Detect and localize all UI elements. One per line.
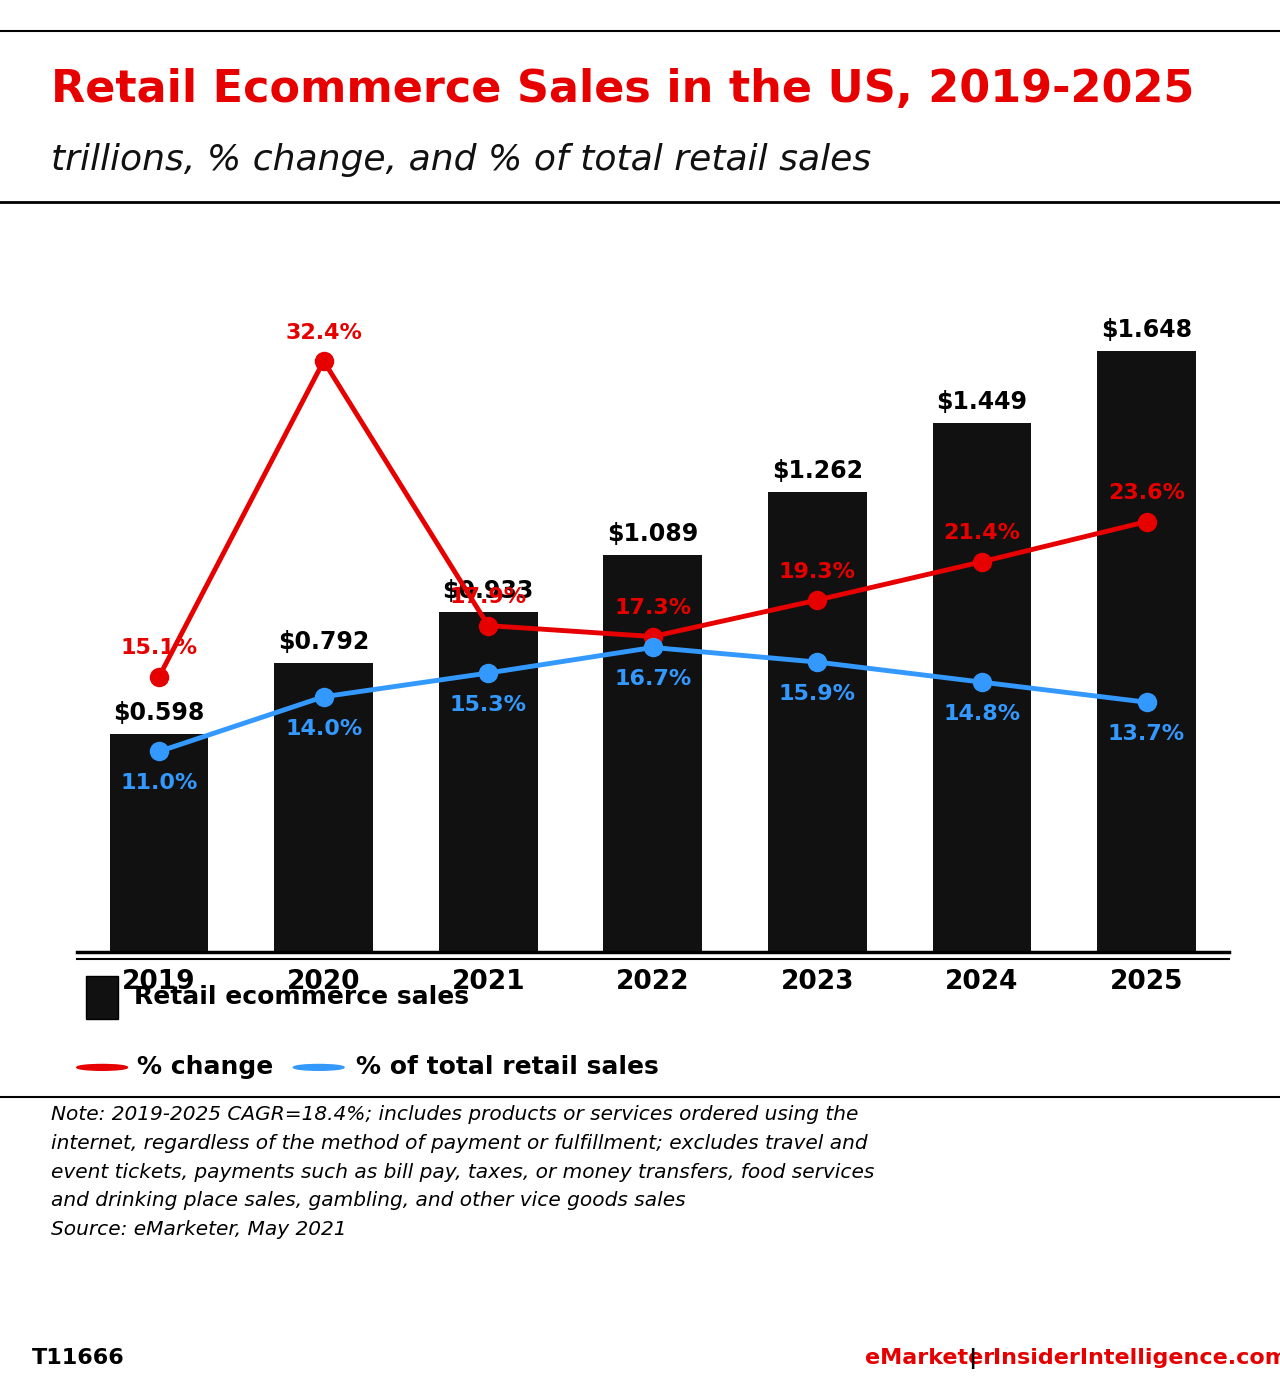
Bar	[1097, 350, 1196, 952]
Text: InsiderIntelligence.com: InsiderIntelligence.com	[993, 1348, 1280, 1368]
Circle shape	[293, 1065, 344, 1070]
Text: 19.3%: 19.3%	[778, 562, 856, 582]
Text: 13.7%: 13.7%	[1108, 724, 1185, 744]
Bar	[110, 734, 209, 952]
FancyBboxPatch shape	[86, 976, 118, 1019]
Text: $1.262: $1.262	[772, 459, 863, 482]
Text: $1.449: $1.449	[937, 391, 1028, 414]
Text: Note: 2019-2025 CAGR=18.4%; includes products or services ordered using the
inte: Note: 2019-2025 CAGR=18.4%; includes pro…	[51, 1105, 874, 1238]
Text: $0.792: $0.792	[278, 630, 370, 655]
Text: Retail ecommerce sales: Retail ecommerce sales	[134, 986, 470, 1009]
Text: $0.933: $0.933	[443, 578, 534, 603]
Text: |: |	[969, 1347, 977, 1369]
Text: 15.3%: 15.3%	[449, 695, 527, 714]
Text: 17.3%: 17.3%	[614, 598, 691, 619]
Text: $1.648: $1.648	[1101, 318, 1192, 342]
Bar	[274, 663, 372, 952]
Text: $0.598: $0.598	[114, 701, 205, 724]
Text: 15.9%: 15.9%	[778, 684, 856, 703]
Bar	[768, 492, 867, 952]
Text: 32.4%: 32.4%	[285, 322, 362, 343]
Text: % of total retail sales: % of total retail sales	[356, 1055, 658, 1080]
Text: $1.089: $1.089	[607, 521, 699, 546]
Text: % change: % change	[137, 1055, 273, 1080]
Bar	[439, 612, 538, 952]
Text: T11666: T11666	[32, 1348, 124, 1368]
Text: 21.4%: 21.4%	[943, 524, 1020, 543]
Text: 11.0%: 11.0%	[120, 773, 198, 794]
Text: 15.1%: 15.1%	[120, 638, 197, 659]
Text: Retail Ecommerce Sales in the US, 2019-2025: Retail Ecommerce Sales in the US, 2019-2…	[51, 68, 1194, 111]
Text: eMarketer: eMarketer	[865, 1348, 995, 1368]
Text: 14.8%: 14.8%	[943, 703, 1020, 724]
Bar	[933, 424, 1032, 952]
Text: 16.7%: 16.7%	[614, 670, 691, 689]
Circle shape	[77, 1065, 128, 1070]
Bar	[603, 555, 703, 952]
Text: 14.0%: 14.0%	[285, 719, 362, 738]
Text: 17.9%: 17.9%	[449, 588, 527, 607]
Text: trillions, % change, and % of total retail sales: trillions, % change, and % of total reta…	[51, 143, 872, 178]
Text: 23.6%: 23.6%	[1108, 484, 1185, 503]
